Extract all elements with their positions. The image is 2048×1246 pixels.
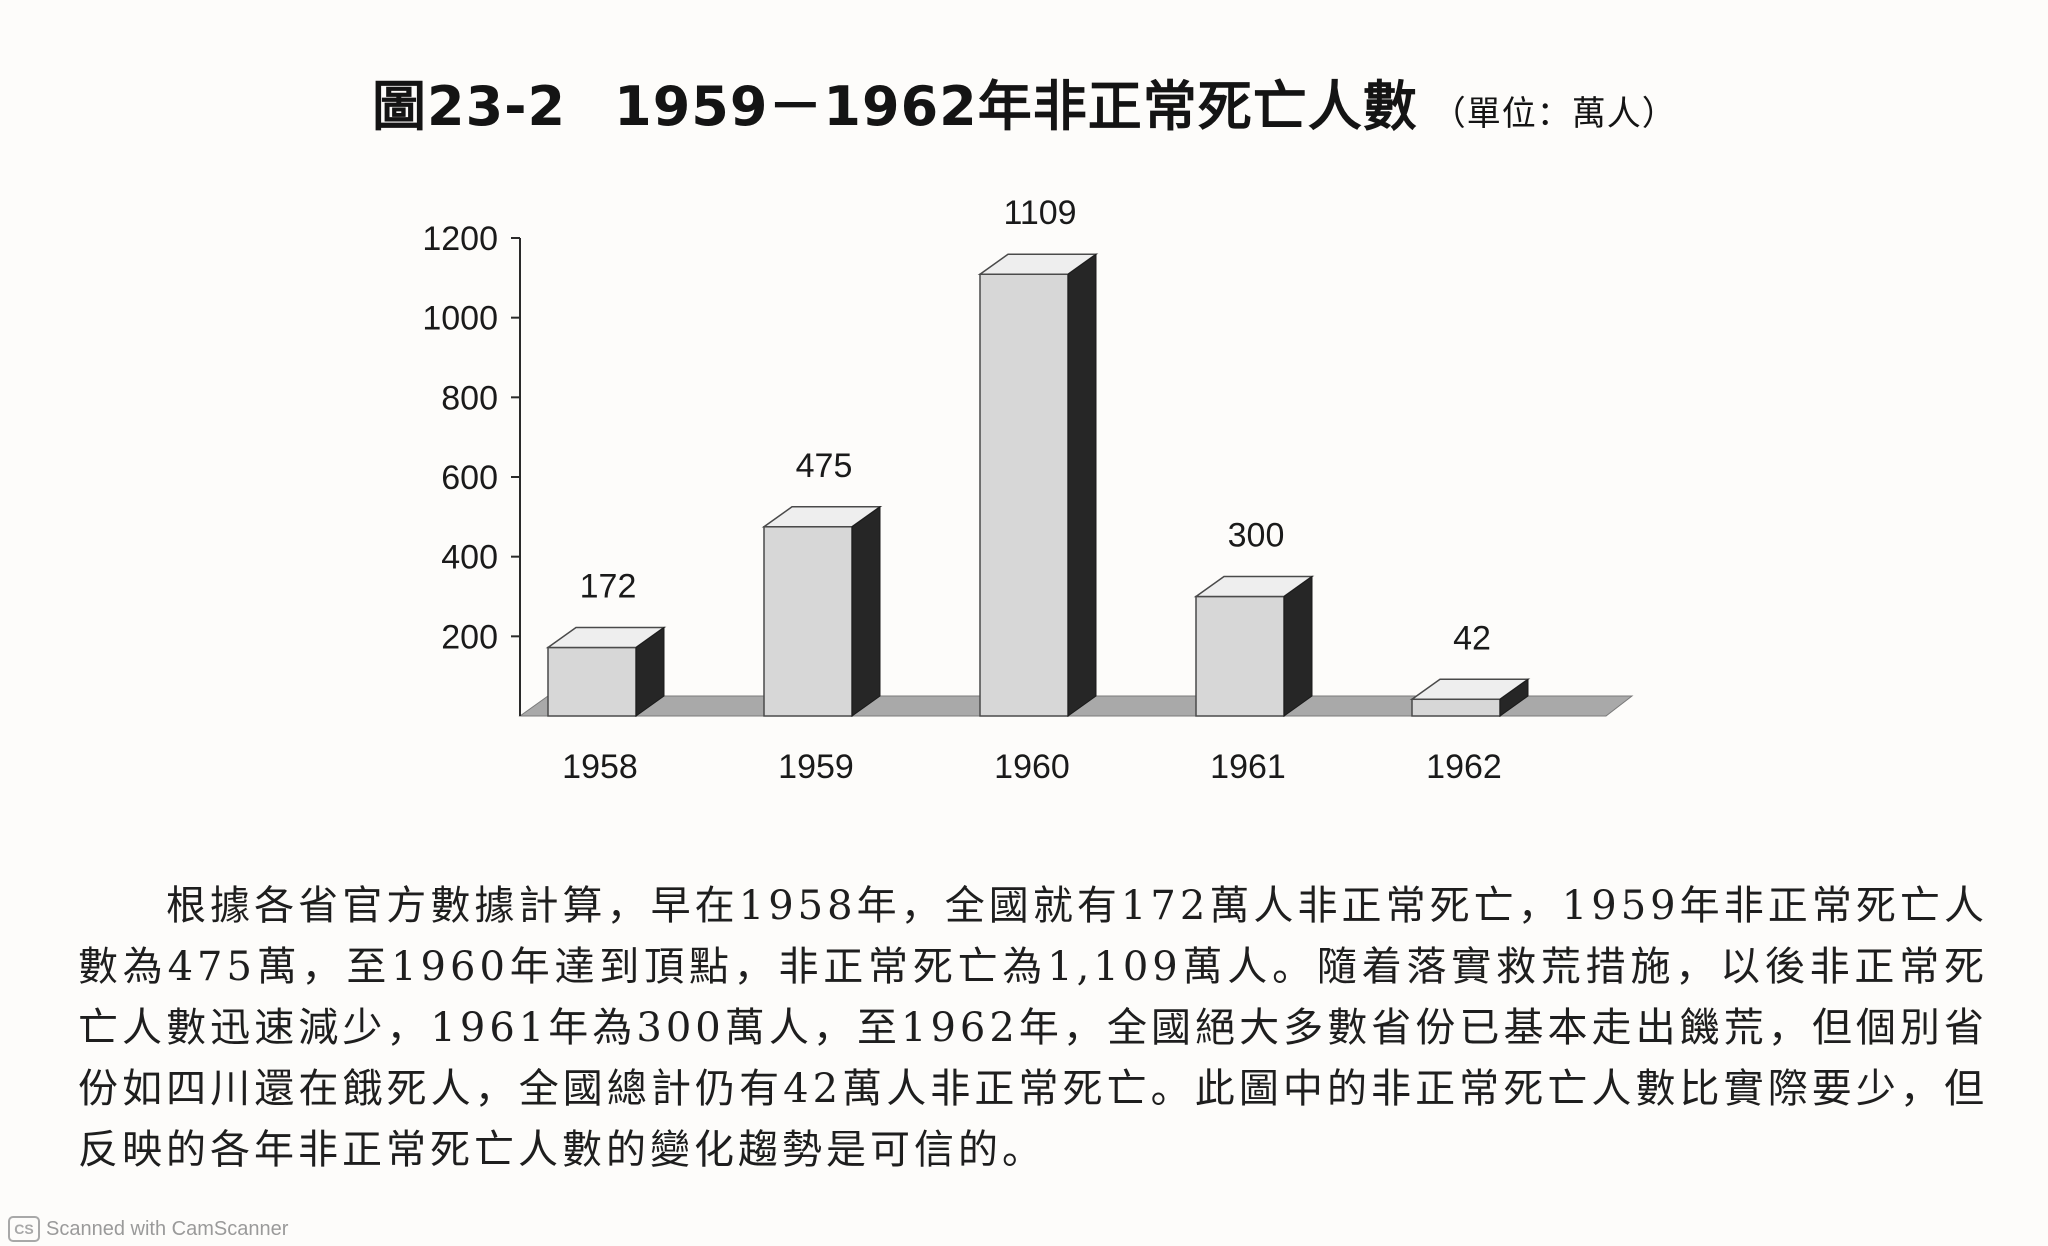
bar-front	[979, 273, 1069, 717]
bar-front	[547, 646, 637, 717]
scanner-watermark: CS Scanned with CamScanner	[8, 1216, 288, 1242]
x-category-label: 1959	[778, 748, 854, 786]
data-label: 475	[796, 447, 853, 485]
y-tick-label: 1200	[422, 220, 498, 258]
bar-side	[635, 626, 665, 717]
bar-side	[1499, 678, 1529, 717]
caption-paragraph: 根據各省官方數據計算，早在1958年，全國就有172萬人非正常死亡，1959年非…	[78, 883, 1988, 1173]
x-category-label: 1961	[1210, 748, 1286, 786]
bar-front	[1411, 698, 1501, 717]
y-tick-label: 800	[441, 379, 498, 417]
x-category-label: 1958	[562, 748, 638, 786]
figure-unit: （單位：萬人）	[1431, 94, 1677, 134]
bar-side	[1283, 575, 1313, 717]
watermark-text: Scanned with CamScanner	[46, 1217, 289, 1240]
data-label: 1109	[1003, 194, 1076, 232]
y-tick-label: 1000	[422, 300, 498, 338]
bar-front	[763, 526, 853, 717]
bar-front	[1195, 595, 1285, 717]
camscanner-logo-icon: CS	[8, 1216, 40, 1242]
figure-title-text: 1959－1962年非正常死亡人數	[614, 75, 1418, 138]
x-category-label: 1960	[994, 748, 1070, 786]
data-label: 42	[1453, 619, 1491, 657]
x-category-label: 1962	[1426, 748, 1502, 786]
figure-number: 圖23-2	[372, 75, 567, 138]
y-tick-label: 200	[441, 618, 498, 656]
y-tick-label: 400	[441, 539, 498, 577]
figure-title: 圖23-2 1959－1962年非正常死亡人數 （單位：萬人）	[372, 62, 1677, 141]
data-label: 300	[1228, 517, 1285, 555]
data-label: 172	[580, 567, 637, 605]
bar-side	[851, 505, 881, 717]
bar-side	[1067, 253, 1097, 717]
y-tick-label: 600	[441, 459, 498, 497]
bar-chart: 200 400 600 800 1000 1200 172 1958 475 1959 1109 19…	[422, 194, 1634, 786]
